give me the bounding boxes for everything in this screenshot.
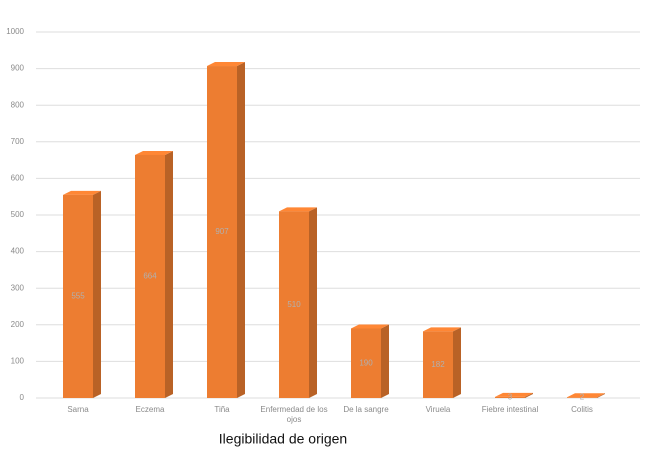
bar (567, 397, 597, 398)
bar-top (135, 150, 173, 155)
bar-top (279, 207, 317, 212)
value-label: 555 (71, 292, 85, 301)
bar-top (207, 62, 245, 67)
bar-top (495, 392, 533, 397)
bar-side (237, 62, 245, 399)
bar-side (453, 327, 461, 398)
bar (63, 194, 93, 398)
x-tick-label: Sarna (67, 405, 89, 414)
bar-side (93, 190, 101, 398)
value-label: 510 (287, 300, 301, 309)
y-tick-label: 800 (11, 100, 25, 109)
y-tick-label: 1000 (6, 27, 24, 36)
value-label: 190 (359, 358, 373, 367)
bar-side (381, 324, 389, 398)
x-tick-label: Colitis (571, 405, 593, 414)
y-tick-label: 400 (11, 247, 25, 256)
value-label: 182 (431, 360, 445, 369)
value-label: 664 (143, 272, 157, 281)
bar (351, 328, 381, 398)
value-label: 907 (215, 227, 229, 236)
x-tick-label: De la sangre (343, 405, 389, 414)
bar-top (567, 393, 605, 398)
bar-top (63, 190, 101, 195)
x-tick-label: Viruela (426, 405, 451, 414)
bar-side (597, 393, 605, 398)
bar-top (351, 324, 389, 329)
bar (279, 211, 309, 398)
bar-side (525, 392, 533, 398)
y-tick-label: 0 (20, 393, 25, 402)
y-tick-label: 200 (11, 320, 25, 329)
x-tick-label: Fiebre intestinal (482, 405, 539, 414)
bar-side (165, 150, 173, 398)
bar (135, 154, 165, 398)
bar (495, 396, 525, 398)
value-label: 2 (580, 393, 585, 402)
y-tick-label: 600 (11, 174, 25, 183)
bar (423, 331, 453, 398)
y-tick-label: 300 (11, 283, 25, 292)
value-label: 3 (508, 393, 513, 402)
y-tick-label: 700 (11, 137, 25, 146)
bar-side (309, 207, 317, 398)
bar (207, 66, 237, 399)
x-tick-label: Tiña (214, 405, 230, 414)
chart-title: Ilegibilidad de origen (219, 431, 347, 447)
y-tick-label: 900 (11, 64, 25, 73)
x-tick-label: Eczema (136, 405, 165, 414)
y-tick-label: 100 (11, 357, 25, 366)
bar-top (423, 327, 461, 332)
x-tick-label: Enfermedad de los ojos (260, 405, 327, 424)
y-tick-label: 500 (11, 210, 25, 219)
